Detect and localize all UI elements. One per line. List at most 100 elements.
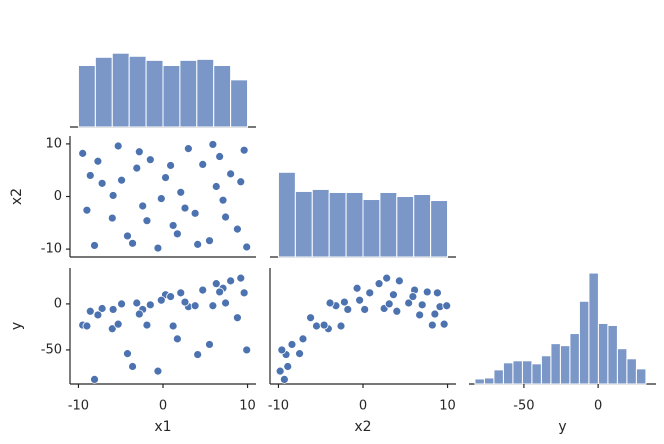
scatter-point xyxy=(190,301,200,311)
histogram-bar xyxy=(345,191,364,258)
x-tick-label: -10 xyxy=(68,399,89,414)
scatter-point xyxy=(232,224,242,234)
scatter-point xyxy=(226,169,236,179)
scatter-point xyxy=(82,205,92,215)
histogram-bar xyxy=(196,58,215,128)
scatter-point xyxy=(108,191,118,200)
histogram-bar xyxy=(483,377,495,385)
scatter-point xyxy=(221,298,230,308)
scatter-point xyxy=(205,340,214,349)
scatter-point xyxy=(153,243,163,253)
histogram-bar xyxy=(94,56,113,128)
scatter-point xyxy=(392,306,402,316)
histogram-bar xyxy=(540,355,552,385)
histogram-bar xyxy=(328,191,347,258)
scatter-point xyxy=(432,288,442,298)
scatter-point xyxy=(166,161,176,170)
scatter-point xyxy=(239,288,249,298)
scatter-point xyxy=(287,340,297,349)
histogram-bar xyxy=(521,360,533,385)
x-tick-label: -10 xyxy=(268,399,289,414)
scatter-point xyxy=(123,231,132,241)
scatter-point xyxy=(442,301,452,311)
scatter-point xyxy=(221,212,230,222)
scatter-point xyxy=(172,334,182,344)
histogram-bar xyxy=(128,55,147,128)
scatter-point xyxy=(117,175,126,185)
histogram-bar xyxy=(635,368,647,385)
scatter-point xyxy=(168,321,178,331)
histogram-bar xyxy=(607,324,618,385)
scatter-point xyxy=(134,147,144,157)
x-tick-label: -50 xyxy=(513,399,534,414)
histogram-bar xyxy=(588,272,599,385)
histogram-bar xyxy=(111,52,130,128)
scatter-point xyxy=(153,366,163,376)
histogram-bar xyxy=(230,79,249,128)
scatter-point xyxy=(374,279,384,289)
scatter-point xyxy=(417,300,427,310)
x-tick-label: 0 xyxy=(594,399,602,414)
y-tick-label: 10 xyxy=(45,136,62,151)
scatter-point xyxy=(176,288,186,298)
scatter-point xyxy=(134,309,144,319)
histogram-bar xyxy=(493,369,504,385)
scatter-point xyxy=(93,156,103,166)
scatter-point xyxy=(138,201,148,211)
y-tick-label: 0 xyxy=(54,189,62,204)
scatter-point xyxy=(232,313,242,323)
scatter-point xyxy=(166,292,176,301)
histogram-bar xyxy=(578,300,590,385)
histogram-bar xyxy=(502,362,514,385)
scatter-point xyxy=(339,297,349,307)
scatter-point xyxy=(156,295,166,305)
histogram-bar xyxy=(162,65,181,128)
scatter-point xyxy=(168,221,178,230)
scatter-point xyxy=(198,285,208,295)
histogram-bar xyxy=(512,360,523,385)
scatter-point xyxy=(113,141,123,151)
scatter-point xyxy=(85,171,95,180)
histogram-bar xyxy=(616,348,628,385)
scatter-point xyxy=(384,299,394,309)
scatter-point xyxy=(277,345,287,355)
scatter-point xyxy=(215,152,225,161)
scatter-point xyxy=(408,292,418,301)
scatter-point xyxy=(208,140,218,149)
scatter-point xyxy=(295,349,304,359)
scatter-point xyxy=(193,350,203,359)
histogram-bar xyxy=(396,196,415,258)
scatter-point xyxy=(427,320,437,330)
scatter-point xyxy=(352,283,362,293)
scatter-point xyxy=(172,229,182,239)
scatter-point xyxy=(190,208,200,218)
scatter-point xyxy=(439,319,449,329)
scatter-point xyxy=(93,310,103,320)
scatter-point xyxy=(306,313,315,323)
y-tick-label: -10 xyxy=(41,242,62,257)
histogram-bar xyxy=(379,191,398,258)
x-tick-label: 10 xyxy=(439,399,456,414)
scatter-point xyxy=(211,279,221,289)
y-axis-label: y xyxy=(9,322,25,330)
histogram-bar xyxy=(277,171,296,258)
scatter-point xyxy=(107,213,117,223)
scatter-point xyxy=(298,334,308,344)
scatter-point xyxy=(97,178,107,188)
scatter-point xyxy=(128,238,137,248)
histogram-bar xyxy=(569,333,580,385)
scatter-point xyxy=(161,173,170,182)
scatter-point xyxy=(394,276,404,286)
scatter-point xyxy=(242,242,252,252)
scatter-point xyxy=(218,195,228,205)
scatter-point xyxy=(325,298,335,308)
scatter-point xyxy=(211,182,221,191)
scatter-point xyxy=(236,273,246,283)
scatter-point xyxy=(365,288,375,298)
scatter-point xyxy=(279,374,289,384)
scatter-point xyxy=(113,319,123,329)
scatter-point xyxy=(128,362,137,371)
x-tick-label: 0 xyxy=(359,399,367,414)
scatter-point xyxy=(123,349,132,359)
